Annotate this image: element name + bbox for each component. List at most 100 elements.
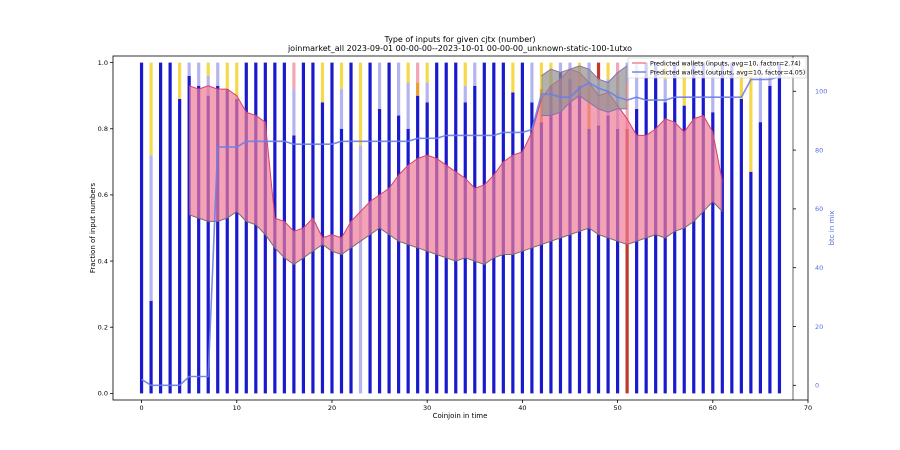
x-axis: 0 10 20 30 40 50 60 70 [139,400,812,412]
bar-segment [768,85,772,394]
x-tick-label: 30 [423,404,431,412]
bar-segment [416,82,420,96]
bar-segment [720,62,724,394]
y-tick-label: 0.6 [98,191,108,199]
bar-segment [235,62,239,99]
y2-tick-label: 40 [815,264,823,272]
bar-segment [292,62,296,90]
bar-segment [711,112,715,394]
bar-segment [701,62,705,394]
legend-box [627,57,807,79]
outputs-band-area [541,65,628,116]
y-tick-label: 0.4 [98,257,108,265]
bar-segment [511,62,515,93]
outputs-band-lower-line [541,95,628,116]
y2-tick-label: 0 [815,382,819,390]
bar-segment [463,62,467,86]
y-tick-label: 0.8 [98,125,108,133]
y-tick-label: 1.0 [98,59,108,67]
x-axis-label: Coinjoin in time [433,412,488,420]
y-tick-label: 0.0 [98,390,108,398]
bar-segment [758,62,762,123]
bar-segment [358,145,363,394]
btc-layer [141,75,780,387]
bar-segment [206,62,210,76]
bar-segment [339,128,344,394]
bar-segment [187,75,191,394]
bar-segment [320,62,325,103]
x-tick-label: 60 [709,404,717,412]
x-tick-label: 40 [518,404,526,412]
bar-segment [596,62,601,80]
bar-segment [577,85,582,394]
bar-segment [235,99,239,394]
bar-segment [425,62,429,83]
bar-segment [739,99,743,394]
bar-segment [320,102,325,394]
bar-segment [606,62,610,80]
y2-axis: 0 20 40 60 80 100 [792,56,827,400]
bar-segment [568,79,572,394]
bar-segment [377,62,382,109]
y-tick-label: 0.2 [98,324,108,332]
bar-segment [149,62,153,156]
y2-tick-label: 100 [815,88,827,96]
bar-segment [539,122,544,394]
chart-title: Type of inputs for given cjtx (number) [383,35,535,44]
bar-segment [187,62,191,76]
bar-segment [377,108,382,394]
outputs-band-upper-line [541,65,628,84]
bar-segment [596,125,601,394]
bar-segment [425,82,429,103]
bar-segment [244,62,248,394]
legend-outputs-label: Predicted wallets (outputs, avg=10, fact… [650,70,805,77]
x-tick-label: 20 [328,404,336,412]
y-axis-label: Fraction of input numbers [89,182,97,273]
bar-segment [406,82,410,129]
bar-segment [692,62,696,394]
bar-segment [635,62,639,109]
bar-segment [339,89,344,129]
bar-segment [682,105,686,394]
bar-segment [625,128,629,394]
bar-segment [615,128,620,394]
bar-segment [739,62,743,99]
x-tick-label: 0 [139,404,143,412]
bar-segment [558,62,563,73]
bar-segment [530,62,534,103]
bar-segment [758,122,762,394]
bar-segment [149,300,153,394]
bar-segment [225,89,229,394]
inputs-band-area [189,69,723,265]
y2-tick-label: 20 [815,323,823,331]
bar-segment [178,99,182,394]
legend: Predicted wallets (inputs, avg=10, facto… [627,57,807,79]
bar-segment [406,62,410,83]
bar-segment [168,62,172,394]
bar-segment [330,62,334,394]
legend-inputs-label: Predicted wallets (inputs, avg=10, facto… [650,61,801,68]
bar-segment [625,62,629,83]
bar-segment [406,128,410,394]
bar-segment [682,62,686,106]
bar-segment [358,62,363,146]
inputs-band-lower-line [189,200,723,266]
bar-segment [197,62,201,86]
bar-segment [178,62,182,99]
y2-axis-label: btc in mix [828,211,836,246]
bar-segment [216,62,220,86]
bar-segment [730,62,734,394]
bar-segment [292,89,296,136]
bar-segment [216,85,220,394]
bar-segment [206,95,210,394]
bar-segment [711,62,715,113]
plot-area [139,62,782,394]
bar-segment [159,62,163,394]
bar-segment [749,171,753,394]
btc-in-mix-line [141,75,780,387]
bar-segment [777,62,782,394]
bar-segment [254,62,258,394]
bar-segment [197,85,201,394]
x-tick-label: 50 [613,404,621,412]
bar-segment [749,62,753,172]
